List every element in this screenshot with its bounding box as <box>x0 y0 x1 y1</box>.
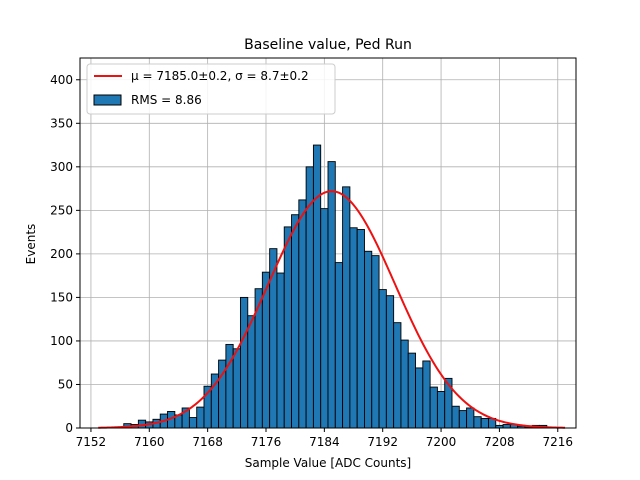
legend: μ = 7185.0±0.2, σ = 8.7±0.2 RMS = 8.86 <box>86 63 336 115</box>
histogram-bar <box>298 199 307 429</box>
y-tick-label: 50 <box>58 377 73 391</box>
x-axis-label: Sample Value [ADC Counts] <box>245 456 411 470</box>
histogram-bar <box>188 417 198 429</box>
histogram-bar <box>502 424 511 429</box>
histogram-bar <box>458 410 468 429</box>
x-tick-label: 7176 <box>251 435 282 449</box>
x-tick-label: 7184 <box>309 435 340 449</box>
histogram-bar <box>466 407 475 429</box>
histogram-bar <box>356 229 365 429</box>
x-tick-label: 7216 <box>542 435 573 449</box>
legend-histogram-label: RMS = 8.86 <box>131 93 202 107</box>
histogram-bar <box>334 262 344 429</box>
histogram-bar <box>364 250 373 429</box>
histogram-bar <box>269 248 278 429</box>
legend-histogram-swatch <box>93 94 122 106</box>
x-tick-label: 7208 <box>484 435 515 449</box>
histogram-bar <box>283 226 292 429</box>
histogram-bar <box>451 405 460 429</box>
y-tick-label: 250 <box>50 203 73 217</box>
x-axis-ticks: 7152 7160 7168 7176 7184 7192 7200 7208 7216 <box>76 428 573 449</box>
histogram-bar <box>320 208 329 429</box>
histogram-bar <box>415 367 424 429</box>
histogram-bar <box>349 227 358 429</box>
histogram-bar <box>247 315 256 429</box>
y-tick-label: 400 <box>50 73 73 87</box>
histogram-bar <box>196 406 205 429</box>
histogram-bar <box>327 161 336 429</box>
y-axis-ticks: 0 50 100 150 200 250 300 350 400 <box>50 73 80 435</box>
histogram-bar <box>342 186 351 429</box>
histogram-bar <box>422 360 431 429</box>
histogram-bar <box>276 272 285 429</box>
y-tick-label: 100 <box>50 334 73 348</box>
histogram-bar <box>371 255 380 429</box>
x-tick-label: 7160 <box>134 435 165 449</box>
y-tick-label: 150 <box>50 290 73 304</box>
histogram-bar <box>378 289 387 429</box>
x-tick-label: 7168 <box>192 435 223 449</box>
histogram-bar <box>291 214 300 429</box>
gaussian-fit-curve <box>98 190 566 429</box>
histogram-bar <box>385 295 395 429</box>
legend-box <box>86 63 336 115</box>
histogram-bar <box>473 416 482 429</box>
legend-fit-label: μ = 7185.0±0.2, σ = 8.7±0.2 <box>131 69 309 83</box>
histogram-bar <box>480 417 489 429</box>
histogram-bar <box>393 322 402 429</box>
chart-title: Baseline value, Ped Run <box>244 37 412 53</box>
histogram-bar <box>240 296 249 429</box>
x-tick-label: 7192 <box>367 435 398 449</box>
histogram-bar <box>312 144 322 429</box>
x-tick-label: 7152 <box>76 435 107 449</box>
axes-frame <box>79 57 577 429</box>
histogram-bar <box>436 390 446 429</box>
y-tick-label: 350 <box>50 116 73 130</box>
histogram-bar <box>407 352 416 429</box>
y-tick-label: 200 <box>50 247 73 261</box>
histogram-bar <box>400 339 409 429</box>
y-tick-label: 300 <box>50 160 73 174</box>
histogram-bar <box>232 348 241 429</box>
y-tick-label: 0 <box>65 421 73 435</box>
histogram-bar <box>429 386 438 429</box>
y-axis-label: Events <box>24 224 38 265</box>
x-tick-label: 7200 <box>426 435 457 449</box>
